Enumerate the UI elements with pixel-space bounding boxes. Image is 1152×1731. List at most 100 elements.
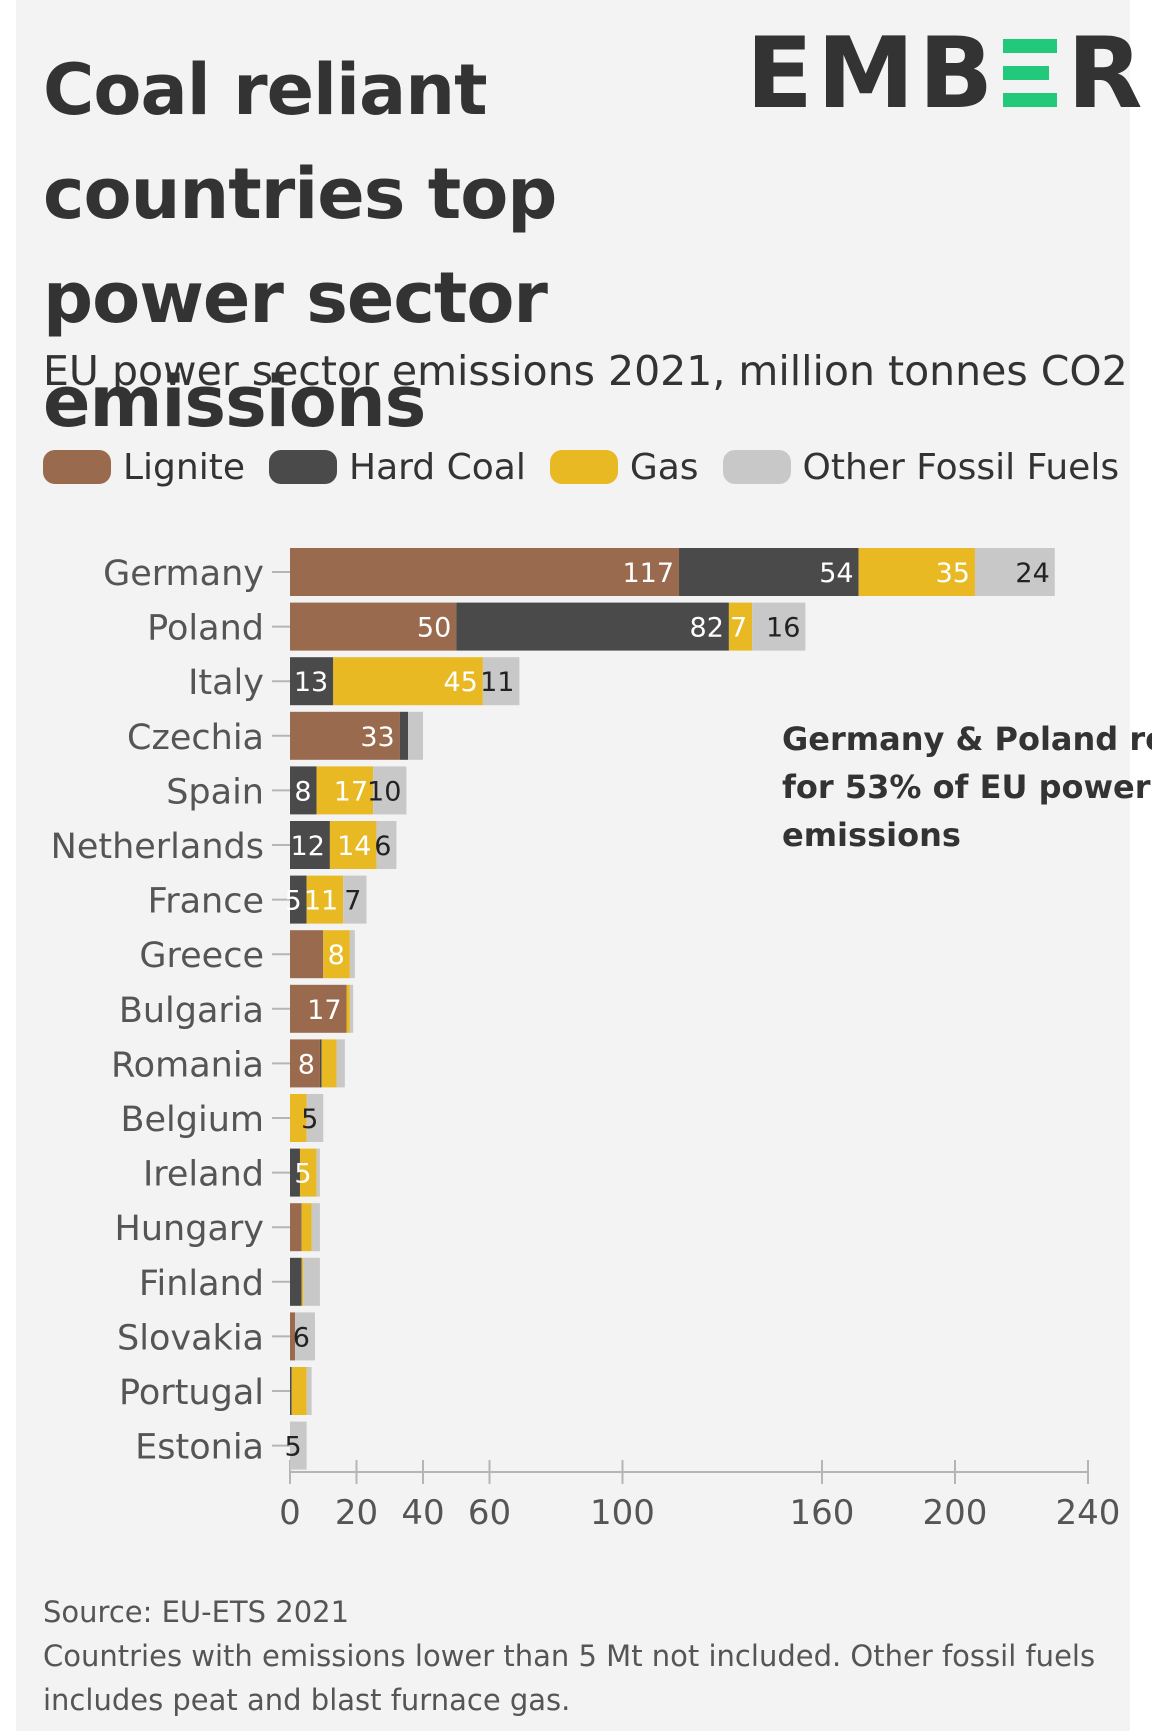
bar-czechia-hard-coal xyxy=(399,711,409,760)
bar-estonia-other-fossil-fuels xyxy=(290,1421,307,1470)
bar-slovakia-other-fossil-fuels xyxy=(294,1312,315,1361)
bar-romania-lignite xyxy=(290,1039,320,1088)
annotation-line-1: Germany & Poland re xyxy=(782,720,1152,758)
category-label-estonia: Estonia xyxy=(135,1428,264,1468)
bar-poland-other-fossil-fuels xyxy=(752,602,806,651)
bar-portugal-other-fossil-fuels xyxy=(306,1367,312,1415)
data-label-germany-other-fossil-fuels: 24 xyxy=(1015,558,1049,589)
legend-item-hard-coal: Hard Coal xyxy=(269,447,526,488)
legend-item-gas: Gas xyxy=(549,446,699,488)
bar-spain-gas xyxy=(316,766,374,815)
logo-text-start: EMB xyxy=(746,17,998,131)
legend-label-gas: Gas xyxy=(629,446,699,488)
bar-poland-hard-coal xyxy=(456,602,729,651)
data-label-poland-hard-coal: 82 xyxy=(690,613,724,644)
data-label-estonia-other-fossil-fuels: 5 xyxy=(284,1432,301,1463)
bar-france-hard-coal xyxy=(290,875,307,924)
x-tick-label-40: 40 xyxy=(401,1493,444,1533)
ember-logo: EMB R xyxy=(746,24,1147,124)
bar-poland-lignite xyxy=(290,602,457,651)
bar-netherlands-hard-coal xyxy=(290,821,330,869)
legend-label-lignite: Lignite xyxy=(123,446,245,488)
bar-bulgaria-gas xyxy=(346,984,350,1033)
bar-netherlands-other-fossil-fuels xyxy=(376,821,397,869)
bar-ireland-hard-coal xyxy=(290,1148,300,1197)
data-label-spain-gas: 17 xyxy=(334,776,368,807)
data-label-germany-gas: 35 xyxy=(936,558,970,589)
logo-e-icon xyxy=(997,33,1063,111)
category-label-belgium: Belgium xyxy=(121,1100,265,1140)
bar-italy-gas xyxy=(333,657,483,706)
source-note: Source: EU-ETS 2021 xyxy=(43,1595,350,1629)
data-label-italy-hard-coal: 13 xyxy=(294,667,328,698)
bar-romania-gas xyxy=(321,1039,337,1088)
bar-slovakia-lignite xyxy=(290,1312,295,1361)
data-label-italy-gas: 45 xyxy=(443,667,477,698)
category-label-czechia: Czechia xyxy=(127,718,264,758)
data-label-germany-hard-coal: 54 xyxy=(819,558,853,589)
data-label-poland-gas: 7 xyxy=(730,613,747,644)
bar-germany-hard-coal xyxy=(679,548,859,596)
data-label-france-other-fossil-fuels: 7 xyxy=(344,886,361,917)
legend: Lignite Hard Coal Gas Other Fossil Fuels xyxy=(43,444,1143,490)
bar-belgium-gas xyxy=(290,1094,307,1142)
legend-swatch-gas xyxy=(549,450,618,484)
x-tick-label-60: 60 xyxy=(468,1493,511,1533)
bar-romania-hard-coal xyxy=(319,1039,322,1088)
bar-portugal-hard-coal xyxy=(290,1367,292,1415)
chart-footer: Source: EU-ETS 2021 Countries with emiss… xyxy=(43,1590,1103,1722)
bar-germany-lignite xyxy=(290,548,680,596)
data-label-netherlands-other-fossil-fuels: 6 xyxy=(374,831,391,862)
chart-subtitle: EU power sector emissions 2021, million … xyxy=(43,347,1128,395)
data-label-czechia-lignite: 33 xyxy=(360,722,394,753)
data-label-romania-lignite: 8 xyxy=(298,1049,315,1080)
category-label-bulgaria: Bulgaria xyxy=(119,991,264,1031)
bar-greece-gas xyxy=(323,930,350,979)
bar-france-gas xyxy=(306,875,344,924)
bar-france-other-fossil-fuels xyxy=(343,875,367,924)
x-tick-label-100: 100 xyxy=(590,1493,655,1533)
data-label-netherlands-hard-coal: 12 xyxy=(291,831,325,862)
x-tick-label-0: 0 xyxy=(279,1493,301,1533)
bar-finland-gas xyxy=(301,1257,304,1306)
legend-item-other-fossil: Other Fossil Fuels xyxy=(722,447,1119,488)
data-label-poland-lignite: 50 xyxy=(417,613,451,644)
x-tick-label-240: 240 xyxy=(1056,1493,1121,1533)
category-label-france: France xyxy=(148,882,264,922)
annotation-line-3: emissions xyxy=(782,816,961,854)
category-label-romania: Romania xyxy=(111,1045,264,1085)
bar-netherlands-gas xyxy=(329,821,377,869)
chart-card xyxy=(16,0,1130,1731)
category-label-spain: Spain xyxy=(166,772,264,812)
data-label-bulgaria-lignite: 17 xyxy=(307,995,341,1026)
legend-item-lignite: Lignite xyxy=(43,447,245,488)
bar-bulgaria-other-fossil-fuels xyxy=(349,984,354,1033)
bar-italy-other-fossil-fuels xyxy=(482,657,520,706)
data-label-france-hard-coal: 5 xyxy=(284,886,301,917)
category-label-greece: Greece xyxy=(139,936,264,976)
bar-spain-other-fossil-fuels xyxy=(373,766,407,815)
chart-title: Coal reliant countries top power sector … xyxy=(43,49,557,443)
category-label-hungary: Hungary xyxy=(115,1209,264,1249)
category-label-poland: Poland xyxy=(147,609,264,649)
bar-portugal-gas xyxy=(291,1367,307,1415)
x-tick-label-20: 20 xyxy=(335,1493,378,1533)
category-label-slovakia: Slovakia xyxy=(117,1318,264,1358)
data-label-ireland-gas: 5 xyxy=(294,1159,311,1190)
bar-finland-hard-coal xyxy=(290,1257,302,1306)
bar-germany-gas xyxy=(858,548,975,596)
data-label-poland-other-fossil-fuels: 16 xyxy=(766,613,800,644)
bar-italy-hard-coal xyxy=(290,657,334,706)
category-label-finland: Finland xyxy=(139,1264,264,1304)
bar-spain-hard-coal xyxy=(290,766,317,815)
legend-swatch-other-fossil xyxy=(722,450,791,484)
data-label-spain-other-fossil-fuels: 10 xyxy=(367,776,401,807)
category-label-italy: Italy xyxy=(188,663,264,703)
bar-hungary-gas xyxy=(301,1203,312,1252)
category-label-ireland: Ireland xyxy=(143,1155,264,1195)
legend-swatch-hard-coal xyxy=(269,450,337,484)
bar-czechia-other-fossil-fuels xyxy=(408,711,423,760)
data-label-germany-lignite: 117 xyxy=(622,558,674,589)
bar-germany-other-fossil-fuels xyxy=(974,548,1055,596)
